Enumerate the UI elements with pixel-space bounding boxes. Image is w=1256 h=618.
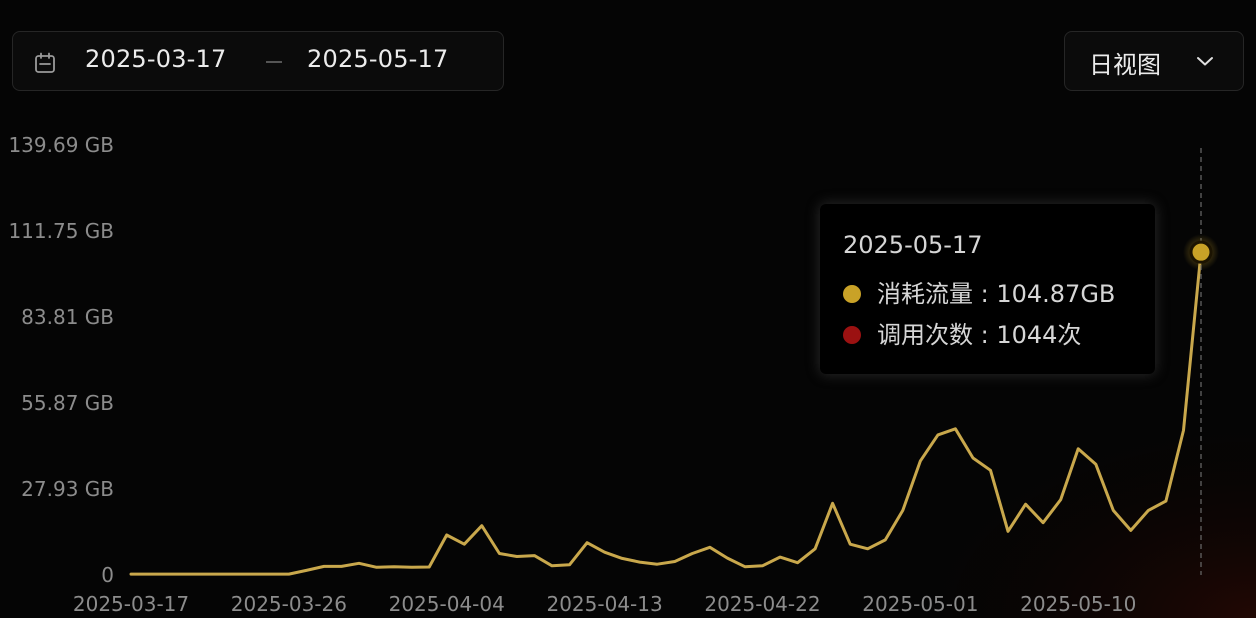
y-tick-label: 55.87 GB xyxy=(21,391,114,415)
x-tick-label: 2025-05-10 xyxy=(1020,592,1136,616)
y-tick-label: 111.75 GB xyxy=(8,219,114,243)
x-tick-label: 2025-04-13 xyxy=(546,592,662,616)
y-tick-label: 139.69 GB xyxy=(8,133,114,157)
chevron-down-icon xyxy=(1193,49,1217,77)
y-tick-label: 0 xyxy=(101,563,114,587)
tooltip-row-traffic: 消耗流量 : 104.87GB xyxy=(843,274,1115,309)
date-start-input[interactable]: 2025-03-17 xyxy=(85,45,227,73)
calendar-icon xyxy=(33,51,57,79)
tooltip-value-calls: 1044次 xyxy=(996,321,1082,349)
y-tick-label: 83.81 GB xyxy=(21,305,114,329)
y-tick-label: 27.93 GB xyxy=(21,477,114,501)
calls-legend-dot xyxy=(843,326,861,344)
tooltip-row-calls: 调用次数 : 1044次 xyxy=(843,315,1081,350)
date-range-picker[interactable]: 2025-03-17 2025-05-17 xyxy=(12,31,504,91)
tooltip-label-traffic: 消耗流量 xyxy=(877,280,973,308)
tooltip-label-calls: 调用次数 xyxy=(877,321,973,349)
x-tick-label: 2025-04-22 xyxy=(704,592,820,616)
date-end-input[interactable]: 2025-05-17 xyxy=(307,45,449,73)
view-mode-select[interactable]: 日视图 xyxy=(1064,31,1244,91)
x-tick-label: 2025-03-26 xyxy=(231,592,347,616)
x-tick-label: 2025-05-01 xyxy=(862,592,978,616)
date-range-separator xyxy=(266,61,282,63)
x-tick-label: 2025-04-04 xyxy=(389,592,505,616)
tooltip-date: 2025-05-17 xyxy=(843,231,983,259)
highlight-point[interactable] xyxy=(1189,240,1213,264)
traffic-series-line xyxy=(129,250,1203,576)
chart-tooltip: 2025-05-17 消耗流量 : 104.87GB 调用次数 : 1044次 xyxy=(820,204,1155,374)
traffic-legend-dot xyxy=(843,285,861,303)
tooltip-value-traffic: 104.87GB xyxy=(996,280,1116,308)
x-tick-label: 2025-03-17 xyxy=(73,592,189,616)
view-mode-label: 日视图 xyxy=(1089,51,1161,79)
